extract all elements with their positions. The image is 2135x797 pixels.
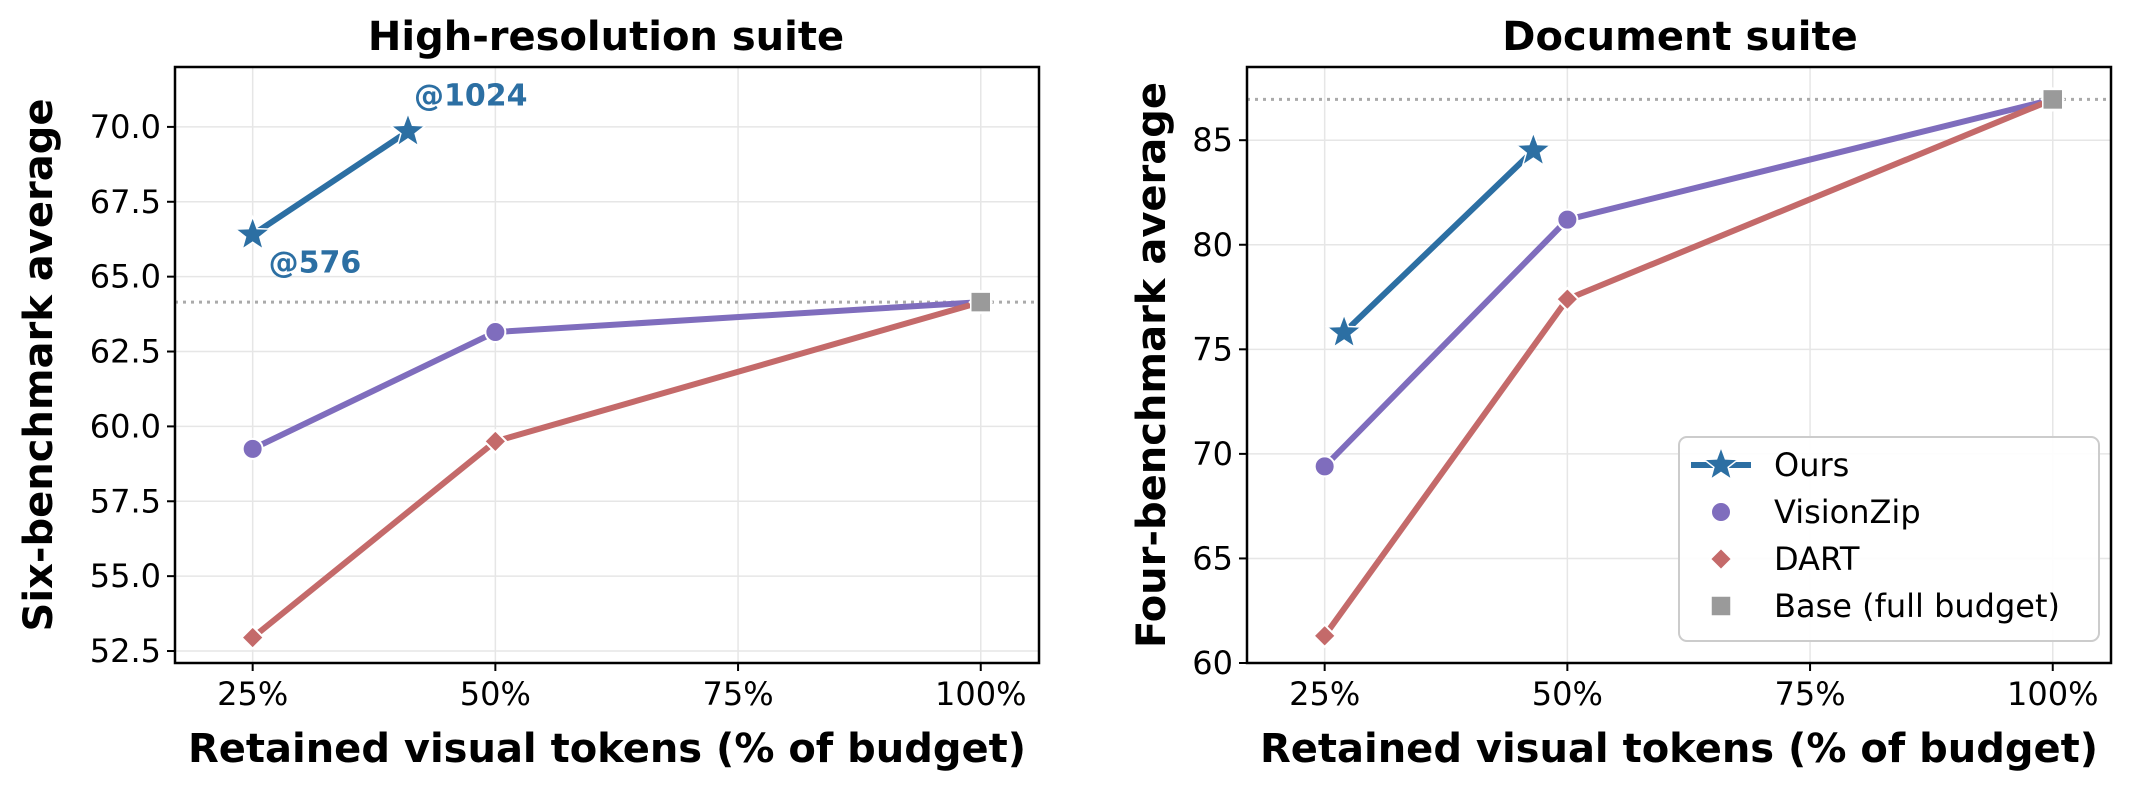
data-point-diamond-marker [1554, 286, 1580, 312]
x-axis-label: Retained visual tokens (% of budget) [188, 726, 1026, 772]
legend-circle-marker [1710, 501, 1732, 523]
data-point-star-marker [1324, 312, 1364, 349]
y-tick-label: 52.5 [90, 632, 161, 670]
y-tick-label: 60.0 [90, 407, 161, 445]
legend-diamond-marker [1708, 546, 1734, 572]
data-point-star-marker [388, 111, 428, 148]
series-line-ours [1341, 147, 1537, 336]
y-tick-label: 65 [1192, 539, 1233, 577]
data-point-diamond-marker [482, 428, 508, 454]
legend-square-marker [1710, 595, 1732, 617]
x-tick-label: 100% [2007, 675, 2098, 713]
y-tick-label: 67.5 [90, 183, 161, 221]
series-line-dart [249, 299, 984, 641]
data-point-circle-marker [1556, 208, 1579, 231]
x-tick-label: 25% [1289, 675, 1360, 713]
y-axis-label: Four-benchmark average [1129, 82, 1175, 648]
annotation-label: @576 [269, 246, 362, 281]
x-axis-label: Retained visual tokens (% of budget) [1260, 726, 2098, 772]
chart-title: High-resolution suite [368, 14, 844, 60]
legend-box [1678, 436, 2100, 642]
y-tick-label: 85 [1192, 121, 1233, 159]
y-tick-label: 75 [1192, 330, 1233, 368]
legend-star-marker [1701, 444, 1741, 482]
data-point-circle-marker [484, 321, 507, 344]
y-tick-label: 60 [1192, 644, 1233, 682]
data-point-diamond-marker [1312, 623, 1338, 649]
series-line-ours [249, 128, 411, 238]
y-tick-label: 57.5 [90, 482, 161, 520]
y-tick-label: 55.0 [90, 557, 161, 595]
data-point-star-marker [1514, 130, 1553, 167]
data-point-circle-marker [1313, 455, 1336, 478]
y-tick-label: 62.5 [90, 333, 161, 371]
y-tick-label: 80 [1192, 226, 1233, 264]
legend-label: Ours [1774, 446, 1849, 484]
x-tick-label: 50% [460, 675, 531, 713]
legend-label: DART [1774, 540, 1860, 578]
data-point-square-marker [2042, 88, 2064, 111]
data-point-circle-marker [241, 437, 264, 460]
plot-frame [1245, 65, 2113, 665]
y-tick-label: 65.0 [90, 258, 161, 296]
y-tick-label: 70 [1192, 435, 1233, 473]
x-tick-label: 75% [1774, 675, 1845, 713]
x-tick-label: 25% [217, 675, 288, 713]
data-point-star-marker [233, 214, 272, 252]
series-line-visionzip [1321, 96, 2056, 470]
x-tick-label: 75% [702, 675, 773, 713]
legend-label: VisionZip [1774, 493, 1921, 531]
chart-panel-document: Document suite 25% 50% 75% 100% 60 65 70 75 80 85… [1129, 14, 2113, 772]
x-tick-label: 50% [1532, 675, 1603, 713]
legend-label: Base (full budget) [1774, 587, 2060, 625]
data-point-square-marker [970, 291, 992, 313]
chart-title: Document suite [1502, 14, 1857, 60]
x-tick-label: 100% [935, 675, 1026, 713]
legend: Ours VisionZip DART Base (full budget) [1678, 436, 2100, 642]
data-point-diamond-marker [240, 625, 266, 650]
chart-panel-high-resolution: High-resolution suite 25% 50% 75% 100% 52.5 5… [16, 14, 1041, 772]
y-tick-label: 70.0 [90, 108, 161, 146]
y-axis-label: Six-benchmark average [16, 99, 62, 632]
plot-frame [173, 65, 1041, 665]
annotation-label: @1024 [414, 78, 528, 113]
